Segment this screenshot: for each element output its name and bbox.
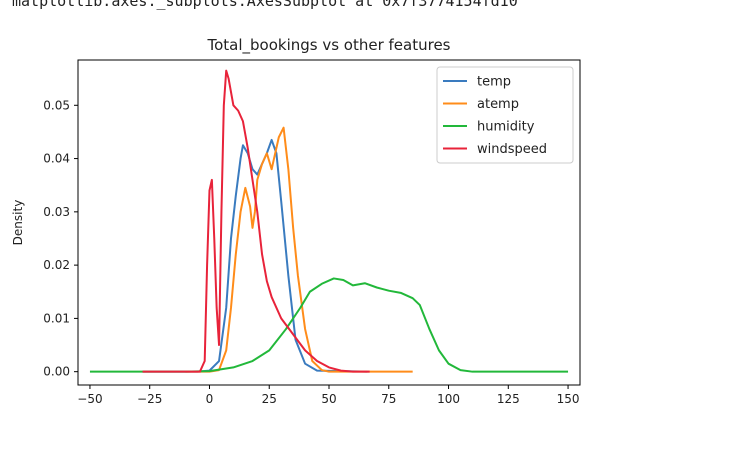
y-tick-label: 0.01 bbox=[43, 311, 70, 325]
y-axis-label: Density bbox=[11, 200, 25, 246]
x-tick-label: 25 bbox=[262, 392, 277, 406]
legend-label-windspeed: windspeed bbox=[477, 142, 547, 157]
chart-title: Total_bookings vs other features bbox=[206, 36, 450, 55]
series-line-windspeed bbox=[142, 69, 370, 373]
x-axis: −50 −25 0 25 50 75 100 125 150 bbox=[77, 385, 580, 406]
cell-output-text: matplotlib.axes._subplots.AxesSubplot at… bbox=[12, 0, 518, 10]
x-tick-label: 50 bbox=[321, 392, 336, 406]
x-tick-label: −50 bbox=[77, 392, 102, 406]
x-tick-label: −25 bbox=[137, 392, 162, 406]
x-tick-label: 125 bbox=[497, 392, 520, 406]
legend-label-humidity: humidity bbox=[477, 120, 535, 135]
series-line-atemp bbox=[185, 126, 413, 373]
legend-box bbox=[436, 66, 574, 164]
x-tick-label: 150 bbox=[557, 392, 580, 406]
plot-area bbox=[89, 69, 569, 373]
x-tick-label: 75 bbox=[381, 392, 396, 406]
legend-label-atemp: atemp bbox=[477, 97, 519, 112]
legend: temp atemp humidity windspeed bbox=[436, 66, 574, 164]
y-axis: 0.00 0.01 0.02 0.03 0.04 0.05 bbox=[43, 98, 78, 379]
y-tick-label: 0.03 bbox=[43, 205, 70, 219]
y-tick-label: 0.04 bbox=[43, 152, 70, 166]
x-tick-label: 0 bbox=[206, 392, 214, 406]
legend-label-temp: temp bbox=[477, 75, 511, 90]
y-tick-label: 0.02 bbox=[43, 258, 70, 272]
series-line-temp bbox=[142, 138, 368, 373]
series-line-humidity bbox=[89, 277, 569, 373]
y-tick-label: 0.00 bbox=[43, 365, 70, 379]
y-tick-label: 0.05 bbox=[43, 98, 70, 112]
x-tick-label: 100 bbox=[437, 392, 460, 406]
